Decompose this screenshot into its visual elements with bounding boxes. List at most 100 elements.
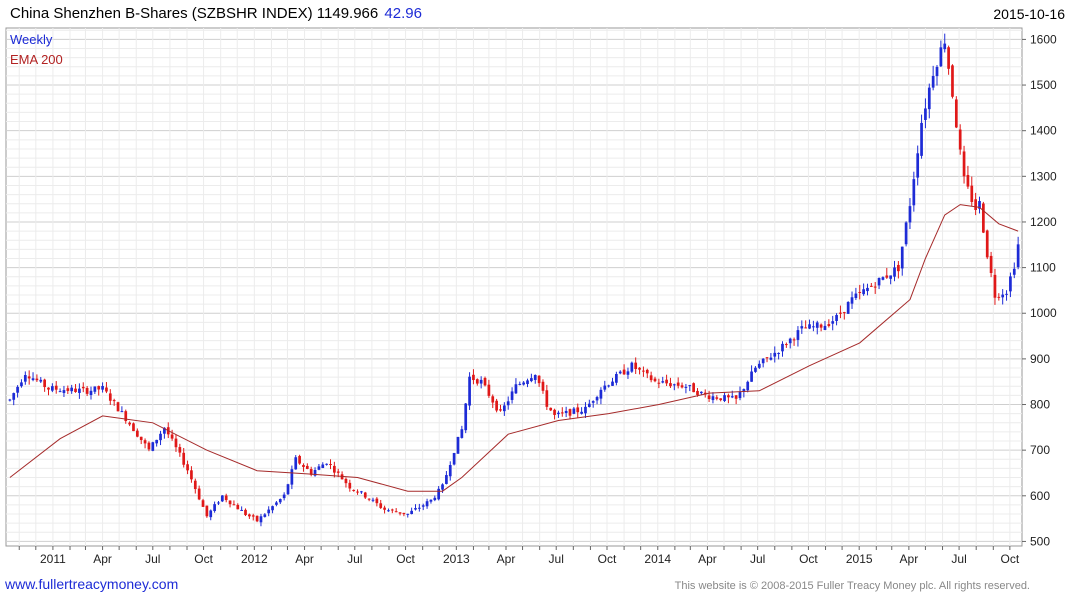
candle-body <box>124 411 128 422</box>
candle-body <box>823 325 827 330</box>
candle-body <box>545 390 549 407</box>
candle-body <box>240 509 244 511</box>
candle-body <box>920 122 923 156</box>
candle-body <box>472 374 475 381</box>
candle-body <box>105 387 108 392</box>
candle-body <box>70 387 74 392</box>
candle-body <box>530 378 533 382</box>
y-tick-label: 600 <box>1030 489 1050 503</box>
candle-body <box>336 471 340 473</box>
candle-body <box>275 502 278 505</box>
candle-body <box>839 312 842 314</box>
candle-body <box>224 495 228 501</box>
candle-body <box>182 452 186 465</box>
candle-body <box>924 108 927 120</box>
candle-body <box>827 324 831 327</box>
candle-body <box>62 390 66 394</box>
candle-body <box>502 405 506 412</box>
candle-body <box>282 494 286 499</box>
candle-body <box>997 296 1001 298</box>
candle-body <box>897 264 900 272</box>
candle-body <box>954 99 958 128</box>
candle-body <box>885 275 889 278</box>
candle-body <box>985 230 989 258</box>
candle-body <box>460 429 464 438</box>
candle-body <box>329 464 332 466</box>
candle-body <box>360 491 363 493</box>
candle-body <box>1005 293 1008 295</box>
candle-body <box>881 277 885 280</box>
candle-body <box>456 436 460 454</box>
candle-body <box>947 47 950 69</box>
candle-body <box>974 199 977 210</box>
candle-body <box>112 400 116 402</box>
candle-body <box>255 515 259 522</box>
candle-body <box>769 357 773 360</box>
candle-body <box>958 129 962 150</box>
candle-body <box>642 370 645 372</box>
candle-body <box>448 465 452 477</box>
candle-body <box>777 353 780 355</box>
candle-body <box>700 391 703 394</box>
candle-body <box>35 378 39 381</box>
candle-body <box>135 430 139 437</box>
candle-body <box>487 384 491 396</box>
x-tick-label: Jul <box>347 552 362 566</box>
candle-body <box>603 385 607 390</box>
candle-body <box>757 363 761 368</box>
candle-body <box>429 499 433 502</box>
candle-body <box>406 513 410 515</box>
candle-body <box>1016 244 1020 268</box>
candle-body <box>499 409 502 411</box>
candle-body <box>394 511 398 513</box>
candle-body <box>595 397 599 401</box>
candle-body <box>371 499 375 501</box>
candle-body <box>39 379 43 382</box>
ema-200-line <box>9 204 1019 492</box>
candle-body <box>248 514 251 517</box>
candle-body <box>796 330 800 340</box>
candle-body <box>715 397 719 399</box>
candle-body <box>174 438 178 448</box>
candle-body <box>464 403 468 431</box>
candle-body <box>900 246 904 269</box>
candle-body <box>1012 268 1016 275</box>
candle-body <box>348 482 352 489</box>
candle-body <box>390 509 394 511</box>
candle-body <box>514 384 518 394</box>
candle-body <box>151 442 155 451</box>
candle-body <box>155 439 159 444</box>
x-tick-label: Oct <box>194 552 213 566</box>
candle-body <box>483 377 487 386</box>
candle-body <box>815 322 819 328</box>
candle-body <box>537 375 541 384</box>
y-tick-label: 1000 <box>1030 306 1057 320</box>
candle-body <box>387 510 390 512</box>
candle-body <box>510 391 514 400</box>
website-link[interactable]: www.fullertreacymoney.com <box>5 576 179 592</box>
candle-body <box>410 510 413 515</box>
candle-body <box>286 484 290 495</box>
candle-body <box>120 411 124 413</box>
candle-body <box>58 391 62 393</box>
candle-body <box>16 386 19 393</box>
x-tick-label: Jul <box>549 552 564 566</box>
legend-weekly: Weekly <box>10 32 53 47</box>
candle-body <box>904 222 908 245</box>
candle-body <box>657 382 661 384</box>
candle-body <box>661 381 665 383</box>
candle-body <box>228 500 232 505</box>
candle-body <box>475 379 479 384</box>
candle-body <box>850 297 854 304</box>
candle-body <box>707 395 711 400</box>
candle-body <box>765 357 769 359</box>
candle-body <box>170 434 174 439</box>
candle-body <box>356 491 359 493</box>
candle-body <box>549 407 553 411</box>
chart-title: China Shenzhen B-Shares (SZBSHR INDEX) 1… <box>10 5 422 22</box>
candle-body <box>23 375 27 382</box>
x-tick-label: 2012 <box>241 552 268 566</box>
candle-body <box>908 206 912 223</box>
candle-body <box>842 312 846 314</box>
candle-body <box>159 433 162 441</box>
